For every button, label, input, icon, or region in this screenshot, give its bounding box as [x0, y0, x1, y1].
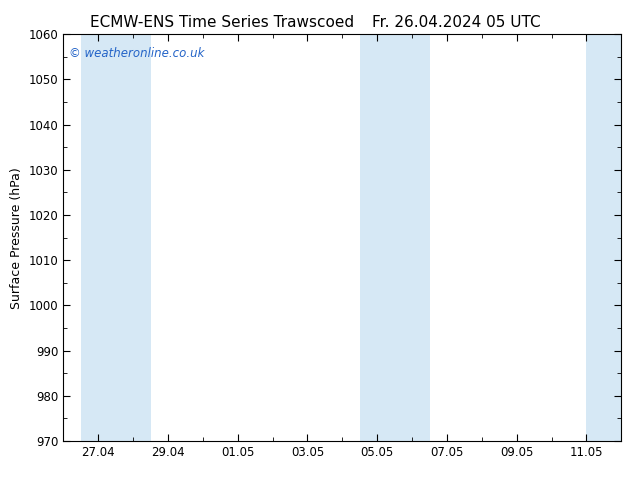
- Y-axis label: Surface Pressure (hPa): Surface Pressure (hPa): [10, 167, 23, 309]
- Text: ECMW-ENS Time Series Trawscoed: ECMW-ENS Time Series Trawscoed: [90, 15, 354, 30]
- Bar: [81, 34, 150, 441]
- Bar: [586, 34, 621, 441]
- Text: © weatheronline.co.uk: © weatheronline.co.uk: [69, 47, 204, 59]
- Text: Fr. 26.04.2024 05 UTC: Fr. 26.04.2024 05 UTC: [372, 15, 541, 30]
- Bar: [359, 34, 429, 441]
